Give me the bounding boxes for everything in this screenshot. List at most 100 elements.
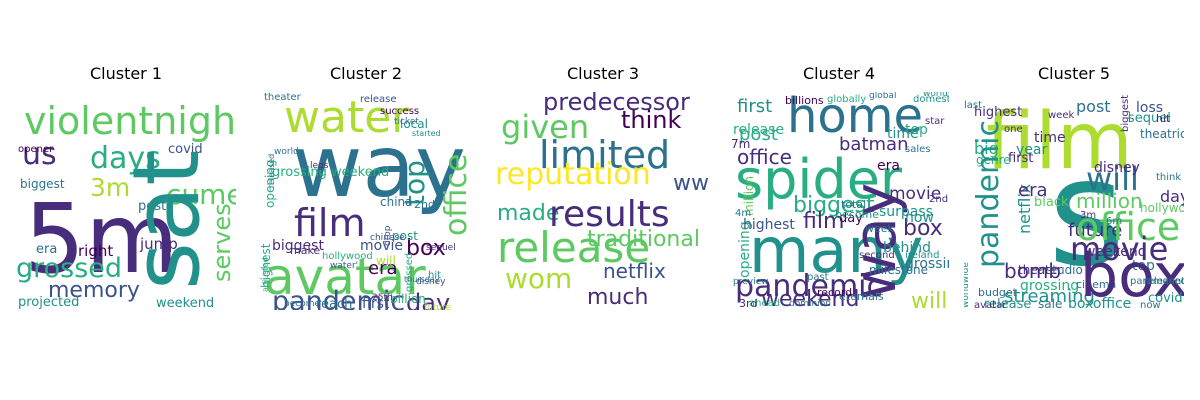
cloud-word: biggest	[793, 193, 875, 218]
cloud-word: era	[36, 242, 57, 257]
cloud-word: reach	[316, 297, 352, 310]
cloud-word: pandemic	[272, 286, 405, 310]
cloud-word: released	[1144, 276, 1184, 287]
cloud-word: million	[1076, 189, 1143, 213]
cloud-word: weekend	[1084, 244, 1147, 260]
cloud-word: box	[1080, 241, 1184, 310]
cloud-word: local	[400, 117, 428, 131]
cloud-word: office	[439, 154, 474, 236]
cloud-word: boxoffice	[1068, 296, 1131, 310]
cloud-word: day	[406, 289, 450, 310]
cloud-word: hit	[1156, 112, 1171, 125]
cloud-word: budget	[978, 286, 1018, 299]
cloud-word: highest	[743, 217, 795, 233]
cloud-word: first	[1008, 151, 1033, 166]
cloud-word: year	[1016, 142, 1047, 158]
cloud-word: loss	[1136, 100, 1163, 116]
cloud-word: avatar	[974, 300, 1007, 310]
cloud-word: netflix	[603, 259, 666, 283]
cloud-word: future	[424, 303, 452, 310]
cloud-word: future	[1068, 220, 1122, 241]
cloud-word: era	[877, 158, 900, 174]
cloud-word: release	[360, 94, 396, 105]
cloud-word: black	[1034, 195, 1069, 210]
cloud-word: 3rd	[739, 297, 757, 310]
cloud-word: biggest	[272, 238, 324, 254]
cloud-word: sequel	[426, 243, 456, 253]
cloud-word: movie	[889, 184, 941, 204]
cluster-title: Cluster 4	[802, 64, 876, 83]
cloud-word: covid	[1148, 291, 1183, 306]
cloud-word: opening	[263, 159, 277, 208]
cloud-word: box	[406, 236, 446, 261]
cloud-word: top	[905, 122, 928, 138]
cloud-word: theater	[1018, 263, 1062, 277]
cloud-word: predecessor	[543, 92, 690, 116]
cloud-word: release	[984, 297, 1031, 310]
cloud-word: post	[392, 229, 418, 243]
cloud-word: s	[1048, 127, 1125, 299]
cloud-word: sat	[113, 150, 220, 290]
cloud-word: sequel	[1128, 111, 1171, 126]
cloud-word: netflix	[1015, 184, 1034, 234]
cloud-word: one	[1004, 124, 1023, 135]
cloud-word: surpass	[879, 204, 933, 220]
cloud-word: cinema	[1076, 278, 1116, 291]
cloud-word: hollywood	[322, 251, 373, 262]
cloud-word: now	[905, 210, 934, 226]
cloud-word: office	[737, 145, 792, 169]
cloud-word: 6m	[1106, 216, 1122, 227]
cloud-word: disney	[416, 277, 446, 287]
cloud-word: dominion	[789, 299, 831, 309]
cloud-word: opening	[737, 221, 753, 278]
cloud-word: legs	[310, 161, 329, 171]
cloud-word: become	[835, 208, 879, 221]
word-cloud: water way office top film grossing weekend box…	[256, 92, 476, 310]
cloud-word: biggest	[1120, 95, 1131, 132]
cloud-word: violentnight	[24, 99, 236, 143]
cluster-panel-5: Cluster 5 film post loss highest sequel hit bi…	[964, 0, 1184, 400]
cloud-word: biggest	[20, 177, 65, 191]
cloud-word: covid	[168, 142, 203, 157]
cloud-word: ireland	[905, 250, 939, 261]
cloud-word: 4m	[735, 208, 751, 219]
cloud-word: water	[284, 92, 410, 143]
cloud-word: day	[1160, 187, 1184, 206]
cloud-word: sales	[905, 144, 930, 155]
cloud-word: post	[739, 124, 778, 145]
cloud-word: projected	[18, 295, 79, 310]
cloud-word: way	[292, 117, 466, 217]
cloud-word: top	[398, 160, 431, 206]
cloud-word: week	[1048, 110, 1074, 121]
cloud-word: era	[368, 258, 398, 279]
cluster-title: Cluster 1	[89, 64, 163, 83]
cloud-word: wom	[505, 262, 572, 295]
cloud-word: will	[911, 289, 947, 310]
cloud-word: bomb	[1004, 259, 1061, 283]
cloud-word: 3m	[1080, 210, 1096, 221]
cloud-word: day	[839, 211, 863, 226]
cloud-word: us	[22, 137, 57, 172]
cloud-word: time	[1034, 130, 1066, 146]
cloud-word: worldwide	[923, 92, 949, 99]
cloud-word: star	[925, 116, 945, 127]
cloud-word: batman	[839, 134, 909, 155]
cloud-word: globally	[827, 94, 866, 105]
cloud-word: 7m	[731, 137, 750, 151]
cloud-word: era	[1018, 180, 1048, 201]
cloud-word: make	[290, 244, 320, 257]
word-cloud: home first post release office batman time top s…	[729, 92, 949, 310]
cloud-word: first	[737, 96, 772, 117]
cloud-word: genre	[976, 153, 1011, 167]
cloud-word: highest	[974, 105, 1022, 120]
cloud-word: sale	[1038, 297, 1062, 310]
cloud-word: started	[412, 129, 441, 138]
cloud-word: first	[362, 296, 390, 310]
cloud-word: chinese	[370, 233, 405, 243]
cloud-word: results	[549, 194, 670, 235]
cloud-word: opener	[18, 144, 54, 155]
cloud-word: billion	[390, 292, 426, 306]
cloud-word: 2nd	[414, 198, 435, 211]
cloud-word: movie	[1070, 230, 1168, 268]
cloud-word: studio	[1046, 263, 1083, 277]
